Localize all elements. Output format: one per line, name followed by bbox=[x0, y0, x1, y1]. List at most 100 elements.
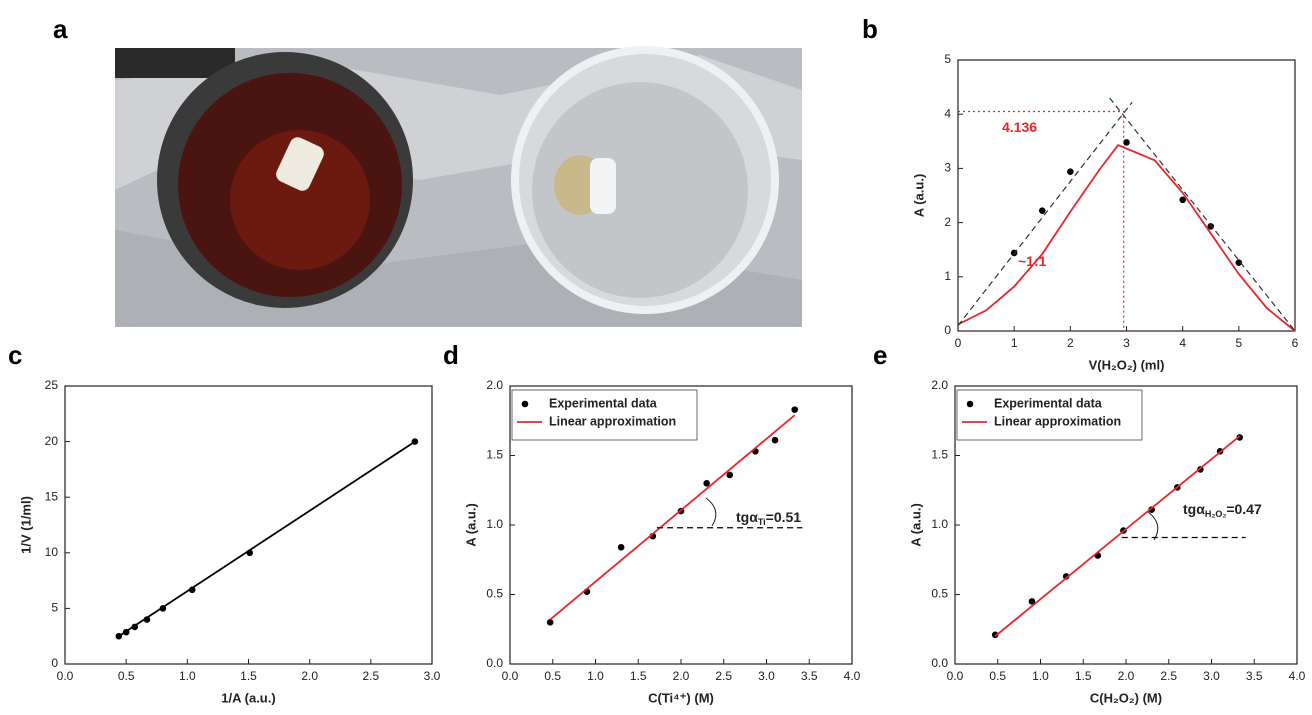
y-tick-label: 2 bbox=[944, 215, 951, 229]
angle-arc bbox=[1147, 511, 1159, 541]
point bbox=[188, 586, 196, 594]
y-tick-label: 1.5 bbox=[931, 448, 948, 462]
panel-label: a bbox=[53, 14, 68, 44]
x-tick-label: 3.0 bbox=[1203, 669, 1220, 683]
legend-swatch bbox=[521, 400, 529, 408]
point bbox=[1028, 598, 1036, 605]
line bbox=[958, 110, 1125, 331]
line bbox=[994, 435, 1241, 637]
stir-bar-3 bbox=[590, 158, 616, 214]
x-tick-label: 3.5 bbox=[801, 669, 818, 683]
line bbox=[1109, 97, 1296, 332]
annotation: ~1:1 bbox=[1018, 253, 1047, 269]
point bbox=[1038, 207, 1046, 214]
x-tick-label: 4.0 bbox=[1289, 669, 1306, 683]
x-tick-label: 2.5 bbox=[1160, 669, 1177, 683]
legend-swatch bbox=[966, 400, 974, 408]
point bbox=[617, 543, 625, 551]
point bbox=[411, 438, 419, 445]
point bbox=[771, 436, 779, 444]
point bbox=[1179, 196, 1186, 204]
y-tick-label: 25 bbox=[45, 378, 59, 392]
annotation-sub: H₂O₂ bbox=[1205, 509, 1227, 519]
x-axis-label: C(Ti⁴⁺) (M) bbox=[648, 690, 714, 705]
annotation: tgαTi=0.51 bbox=[736, 509, 801, 528]
stir-bar bbox=[276, 137, 324, 191]
panel-label: c bbox=[8, 340, 22, 370]
point bbox=[159, 605, 167, 612]
point bbox=[131, 623, 139, 631]
liquid-glow bbox=[230, 130, 370, 270]
x-tick-label: 3 bbox=[1123, 336, 1130, 350]
y-tick-label: 15 bbox=[45, 489, 59, 503]
x-tick-label: 2.5 bbox=[362, 669, 379, 683]
x-tick-label: 2.0 bbox=[301, 669, 318, 683]
x-tick-label: 1 bbox=[1011, 336, 1018, 350]
annotation-text: 4.136 bbox=[1002, 119, 1037, 135]
clear-liquid bbox=[532, 82, 748, 298]
point bbox=[115, 632, 123, 640]
point bbox=[726, 471, 734, 479]
point bbox=[703, 480, 710, 487]
y-tick-label: 0 bbox=[944, 323, 951, 337]
y-tick-label: 10 bbox=[45, 545, 59, 559]
line bbox=[957, 143, 1296, 332]
x-tick-label: 3.0 bbox=[758, 669, 775, 683]
angle-arc bbox=[705, 497, 717, 527]
plot-frame bbox=[64, 385, 433, 665]
annotation-text: tgα bbox=[1183, 501, 1205, 517]
x-tick-label: 0 bbox=[955, 336, 962, 350]
x-tick-label: 0.0 bbox=[502, 669, 519, 683]
point bbox=[1235, 259, 1243, 267]
x-tick-label: 2 bbox=[1067, 336, 1074, 350]
annotation-text: ~1:1 bbox=[1018, 253, 1047, 269]
point bbox=[1123, 139, 1130, 146]
annotation-sub: Ti bbox=[758, 517, 766, 527]
y-tick-label: 0.5 bbox=[486, 587, 503, 601]
point bbox=[1062, 573, 1070, 580]
x-tick-label: 1.5 bbox=[630, 669, 647, 683]
x-tick-label: 2.5 bbox=[715, 669, 732, 683]
legend-box bbox=[511, 389, 698, 441]
x-tick-label: 1.0 bbox=[1032, 669, 1049, 683]
y-tick-label: 1.5 bbox=[486, 448, 503, 462]
point bbox=[791, 406, 799, 413]
line bbox=[549, 414, 796, 621]
annotation-value: =0.47 bbox=[1226, 501, 1262, 517]
annotation-value: =0.51 bbox=[766, 509, 802, 525]
y-axis-label: A (a.u.) bbox=[463, 503, 478, 547]
x-tick-label: 4 bbox=[1179, 336, 1186, 350]
x-tick-label: 1.5 bbox=[240, 669, 257, 683]
legend-label: Experimental data bbox=[549, 396, 658, 410]
annotation: tgαH₂O₂=0.47 bbox=[1183, 501, 1262, 520]
y-tick-label: 1.0 bbox=[931, 517, 948, 531]
y-tick-label: 5 bbox=[944, 52, 951, 66]
x-tick-label: 0.0 bbox=[57, 669, 74, 683]
photo bbox=[115, 46, 802, 327]
legend-label: Linear approximation bbox=[994, 414, 1121, 428]
y-tick-label: 3 bbox=[944, 161, 951, 175]
point bbox=[546, 619, 554, 626]
y-tick-label: 5 bbox=[51, 601, 58, 615]
x-tick-label: 5 bbox=[1235, 336, 1242, 350]
y-tick-label: 20 bbox=[45, 434, 59, 448]
x-tick-label: 0.5 bbox=[989, 669, 1006, 683]
y-tick-label: 1.0 bbox=[486, 517, 503, 531]
panel-label: e bbox=[873, 340, 887, 370]
x-tick-label: 1.0 bbox=[587, 669, 604, 683]
y-tick-label: 0 bbox=[51, 656, 58, 670]
x-tick-label: 1.0 bbox=[179, 669, 196, 683]
y-tick-label: 0.0 bbox=[931, 656, 948, 670]
panel-label: d bbox=[443, 340, 459, 370]
x-tick-label: 3.0 bbox=[424, 669, 441, 683]
point bbox=[1236, 434, 1244, 441]
y-axis-label: A (a.u.) bbox=[908, 503, 923, 547]
y-axis-label: A (a.u.) bbox=[911, 174, 926, 218]
x-tick-label: 3.5 bbox=[1246, 669, 1263, 683]
legend-box bbox=[956, 389, 1143, 441]
x-axis-label: C(H₂O₂) (M) bbox=[1090, 690, 1162, 705]
annotation: 4.136 bbox=[1002, 119, 1037, 135]
y-tick-label: 0.0 bbox=[486, 656, 503, 670]
